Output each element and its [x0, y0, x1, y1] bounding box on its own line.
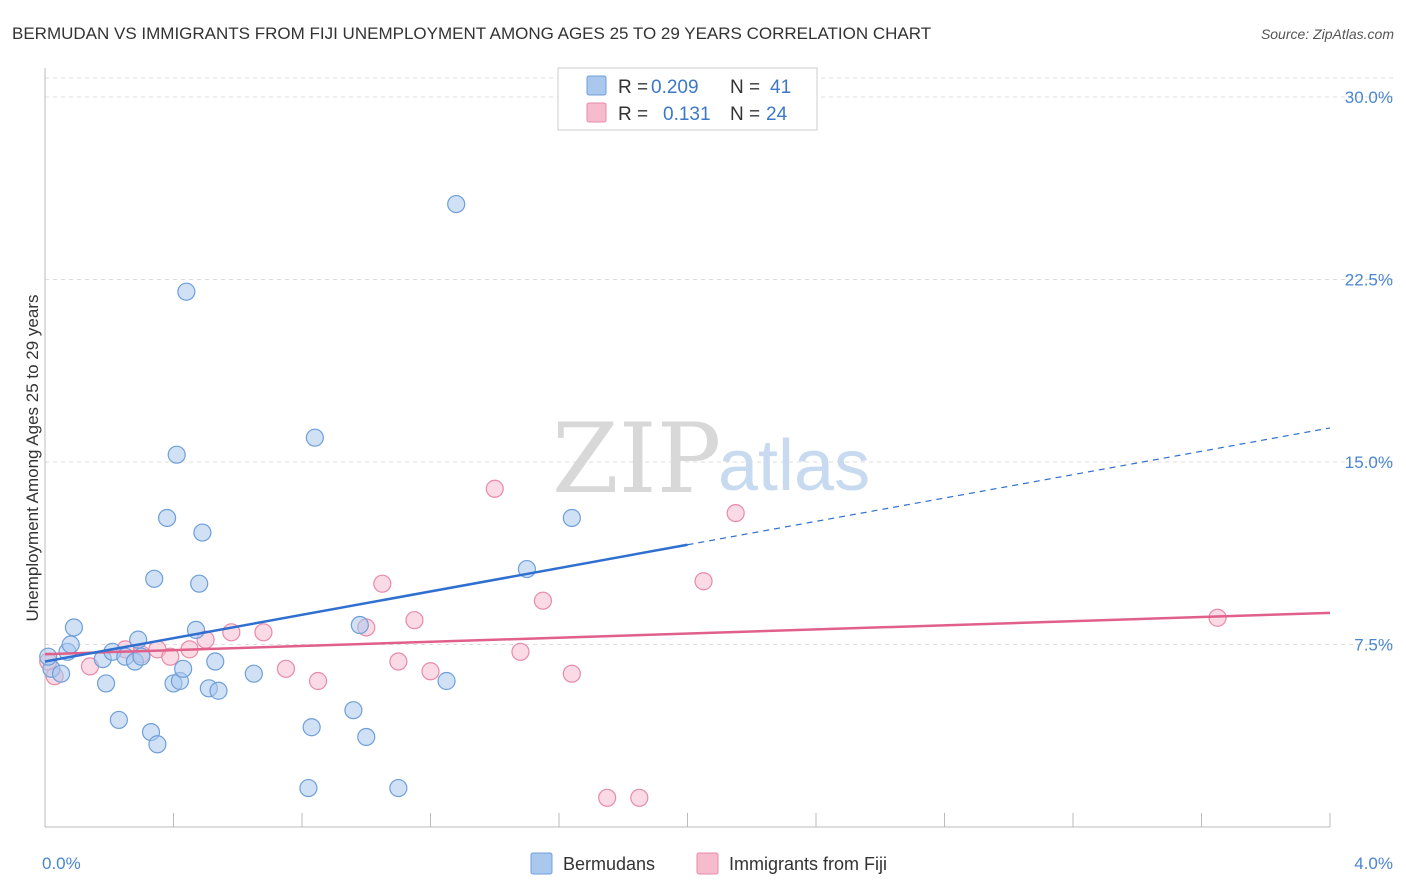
legend-r-value-2: 0.131	[663, 104, 711, 125]
fiji-point-11	[276, 659, 296, 678]
bermudans-point-16	[157, 508, 177, 528]
legend-n-label-2: N =	[730, 104, 760, 125]
y-tick-label-2: 22.5%	[1345, 271, 1393, 290]
fiji-point-18	[485, 479, 504, 498]
bottom-legend-fiji: Immigrants from Fiji	[729, 854, 887, 874]
x-tick-labels: 0.0% 4.0%	[42, 854, 1393, 873]
bermudans-point-1	[51, 664, 71, 683]
fiji-point-20	[533, 591, 553, 610]
fiji-point-12	[308, 671, 328, 691]
legend: R = 0.209 N = 41 R = 0.131 N = 24	[557, 67, 818, 131]
legend-r-label-1: R =	[618, 77, 648, 98]
bermudans-point-14	[145, 569, 164, 588]
watermark-atlas: atlas	[718, 426, 870, 506]
watermark-zip: ZIP	[552, 403, 721, 515]
axes	[44, 68, 1331, 828]
y-axis-label: Unemployment Among Ages 25 to 29 years	[23, 295, 42, 622]
bermudans-point-24	[193, 523, 212, 542]
fiji-point-16	[405, 611, 424, 630]
fiji-point-25	[726, 503, 745, 523]
bermudans-point-36	[437, 671, 456, 691]
bermudans-point-4	[64, 618, 84, 637]
bermudans-point-37	[447, 194, 466, 214]
legend-n-label-1: N =	[730, 77, 760, 98]
bermudans-point-23	[190, 574, 209, 593]
gridlines	[45, 77, 1394, 645]
bottom-legend: Bermudans Immigrants from Fiji	[530, 852, 887, 875]
y-tick-label-1: 15.0%	[1345, 453, 1393, 472]
fiji-point-22	[598, 788, 617, 807]
bermudans-point-15	[148, 735, 167, 754]
watermark: ZIP atlas	[552, 403, 870, 515]
fiji-point-15	[389, 652, 408, 671]
bermudans-point-34	[357, 727, 376, 747]
chart-source: Source: ZipAtlas.com	[1261, 26, 1394, 42]
chart-title: BERMUDAN VS IMMIGRANTS FROM FIJI UNEMPLO…	[12, 24, 931, 43]
legend-r-label-2: R =	[618, 104, 648, 125]
bermudans-point-20	[174, 659, 193, 678]
bermudans-point-3	[61, 635, 80, 654]
bottom-legend-swatch-fiji	[696, 852, 719, 875]
bermudans-point-40	[39, 647, 58, 666]
bermudans-point-33	[350, 615, 369, 635]
bermudans-point-8	[109, 710, 128, 730]
bermudans-trend-extrapolation	[687, 427, 1331, 546]
y-tick-labels: 7.5% 15.0% 22.5% 30.0%	[1345, 88, 1393, 655]
bermudans-point-27	[209, 681, 228, 700]
bermudans-point-30	[302, 718, 321, 737]
legend-swatch-bermudans	[586, 75, 607, 96]
bermudans-point-28	[244, 664, 263, 683]
bermudans-point-26	[206, 652, 225, 671]
bermudans-point-6	[96, 674, 116, 693]
bermudans-point-32	[344, 701, 363, 720]
fiji-point-6	[161, 647, 180, 666]
fiji-point-24	[694, 572, 713, 591]
y-tick-label-0: 7.5%	[1354, 636, 1393, 655]
series-fiji-points	[39, 479, 1227, 807]
legend-n-value-2: 24	[766, 104, 788, 125]
fiji-point-17	[421, 662, 440, 681]
x-tick-label-0: 0.0%	[42, 854, 81, 873]
bermudans-point-19	[167, 445, 186, 464]
fiji-point-19	[511, 642, 530, 661]
bermudans-point-29	[299, 778, 318, 798]
legend-swatch-fiji	[586, 102, 607, 123]
fiji-point-23	[630, 788, 649, 807]
legend-n-value-1: 41	[770, 77, 791, 98]
bottom-legend-bermudans: Bermudans	[563, 854, 655, 874]
bermudans-point-21	[177, 282, 196, 301]
bottom-legend-swatch-bermudans	[530, 852, 553, 875]
fiji-point-10	[254, 623, 273, 642]
bermudans-trend-line	[44, 543, 688, 663]
bermudans-point-31	[305, 428, 324, 447]
fiji-point-14	[373, 574, 392, 593]
bermudans-point-39	[562, 508, 581, 528]
x-tick-label-1: 4.0%	[1354, 854, 1393, 873]
bermudans-point-35	[389, 778, 408, 798]
y-tick-label-3: 30.0%	[1345, 88, 1393, 107]
fiji-trend-line	[44, 611, 1331, 656]
trend-lines	[44, 427, 1331, 663]
legend-r-value-1: 0.209	[651, 77, 699, 98]
fiji-point-21	[562, 664, 581, 683]
series-bermudans-points	[39, 194, 581, 798]
